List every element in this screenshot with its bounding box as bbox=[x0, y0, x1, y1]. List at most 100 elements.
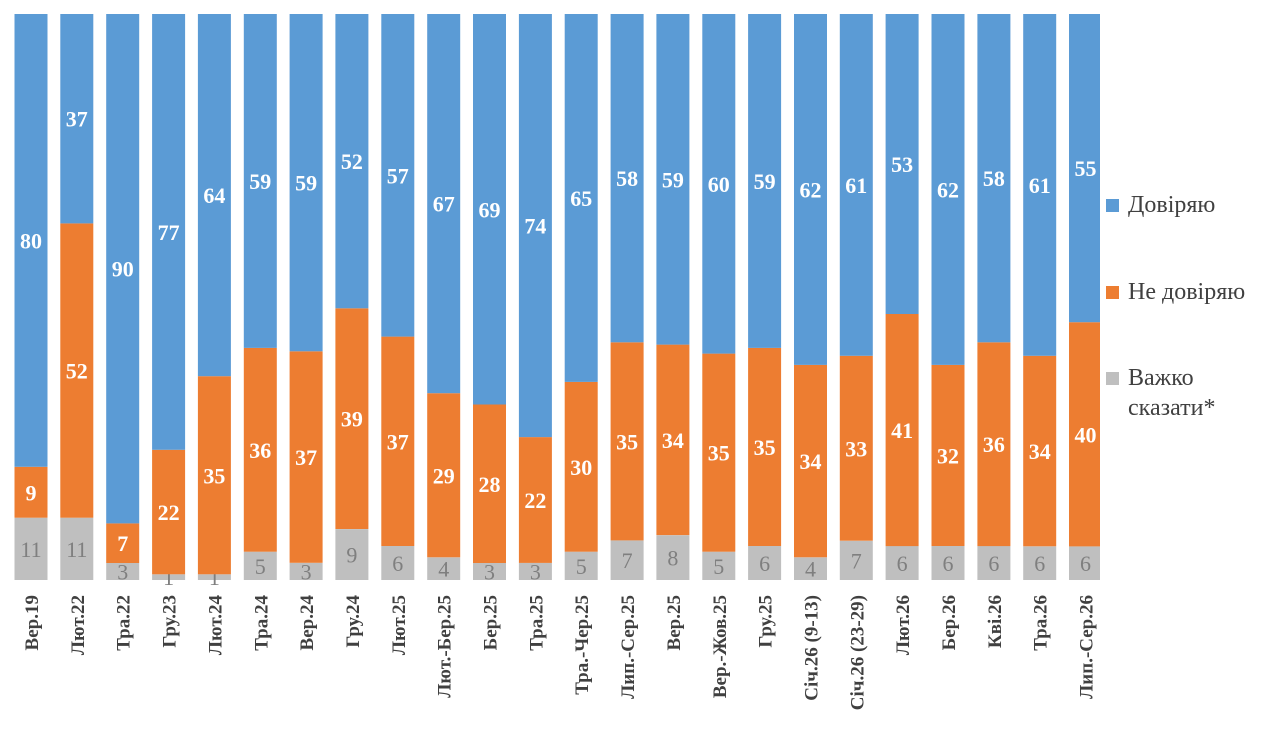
bar-segment-hard-to-say-17 bbox=[794, 557, 827, 580]
data-label-distrust-12: 30 bbox=[570, 455, 592, 480]
category-label-18: Січ.26 (23-29) bbox=[847, 595, 868, 710]
stacked-bar-chart: 11980Вер.19115237Лют.223790Тра.2212277Гр… bbox=[14, 14, 1100, 710]
bar-segment-hard-to-say-14 bbox=[656, 535, 690, 580]
bar-segment-distrust-0 bbox=[14, 466, 48, 518]
data-label-distrust-23: 40 bbox=[1075, 422, 1097, 447]
bar-segment-hard-to-say-2 bbox=[106, 563, 140, 580]
bar-segment-distrust-5 bbox=[243, 347, 277, 552]
bar-segment-distrust-15 bbox=[702, 353, 736, 552]
bar-segment-trust-1 bbox=[60, 14, 94, 224]
data-label-distrust-7: 39 bbox=[341, 407, 363, 432]
bar-segment-distrust-20 bbox=[931, 364, 965, 546]
data-label-trust-16: 59 bbox=[754, 169, 776, 194]
data-label-hard-to-say-6: 3 bbox=[301, 559, 312, 584]
legend-swatch-distrust bbox=[1106, 286, 1119, 299]
data-label-trust-20: 62 bbox=[937, 178, 959, 203]
bar-segment-hard-to-say-3 bbox=[152, 574, 186, 580]
bar-segment-distrust-4 bbox=[197, 376, 231, 575]
category-label-20: Бер.26 bbox=[939, 595, 960, 650]
bar-segment-trust-12 bbox=[564, 14, 598, 382]
bar-segment-distrust-21 bbox=[977, 342, 1011, 547]
data-label-hard-to-say-0: 11 bbox=[20, 537, 41, 562]
category-label-15: Вер.-Жов.25 bbox=[710, 595, 731, 698]
data-label-hard-to-say-14: 8 bbox=[667, 546, 678, 571]
legend-label-trust: Довіряю bbox=[1128, 192, 1216, 218]
bar-segment-distrust-6 bbox=[289, 351, 323, 563]
bar-segment-hard-to-say-11 bbox=[518, 562, 552, 580]
data-label-hard-to-say-5: 5 bbox=[255, 554, 266, 579]
bar-segment-trust-13 bbox=[610, 14, 644, 343]
legend-label-distrust: Не довіряю bbox=[1128, 279, 1246, 305]
bar-segment-hard-to-say-7 bbox=[335, 529, 369, 580]
data-label-trust-10: 69 bbox=[479, 197, 501, 222]
category-label-14: Вер.25 bbox=[664, 595, 685, 650]
data-label-trust-23: 55 bbox=[1075, 156, 1097, 181]
bar-segment-trust-11 bbox=[518, 14, 552, 438]
data-label-distrust-2: 7 bbox=[117, 531, 128, 556]
bar-segment-hard-to-say-0 bbox=[14, 517, 48, 580]
bar-segment-trust-17 bbox=[794, 14, 827, 365]
category-label-6: Вер.24 bbox=[297, 595, 318, 651]
bar-segment-hard-to-say-13 bbox=[610, 540, 644, 580]
bar-segment-hard-to-say-22 bbox=[1023, 546, 1057, 580]
data-label-hard-to-say-17: 4 bbox=[805, 557, 816, 582]
bar-segment-hard-to-say-19 bbox=[885, 546, 919, 580]
data-label-distrust-19: 41 bbox=[891, 418, 913, 443]
data-label-distrust-22: 34 bbox=[1029, 439, 1051, 464]
bar-segment-hard-to-say-20 bbox=[931, 546, 965, 580]
data-label-distrust-13: 35 bbox=[616, 429, 638, 454]
legend-swatch-trust bbox=[1106, 199, 1119, 212]
bar-segment-distrust-23 bbox=[1069, 322, 1100, 547]
data-label-trust-14: 59 bbox=[662, 167, 684, 192]
bar-segment-trust-3 bbox=[152, 14, 186, 450]
bar-segment-trust-10 bbox=[473, 14, 506, 405]
category-label-5: Тра.24 bbox=[251, 595, 272, 651]
bar-segment-hard-to-say-1 bbox=[60, 517, 94, 580]
bar-segment-hard-to-say-10 bbox=[473, 563, 506, 580]
data-label-hard-to-say-10: 3 bbox=[484, 560, 495, 585]
data-label-hard-to-say-4: 1 bbox=[209, 565, 220, 590]
data-label-trust-8: 57 bbox=[387, 163, 409, 188]
data-label-hard-to-say-12: 5 bbox=[576, 554, 587, 579]
bar-segment-distrust-3 bbox=[152, 449, 186, 575]
bar-segment-trust-14 bbox=[656, 14, 690, 345]
bar-segment-hard-to-say-4 bbox=[197, 574, 231, 580]
data-label-hard-to-say-16: 6 bbox=[759, 551, 770, 576]
data-label-distrust-21: 36 bbox=[983, 432, 1005, 457]
data-label-trust-17: 62 bbox=[800, 178, 822, 203]
data-label-hard-to-say-1: 11 bbox=[66, 537, 87, 562]
legend-label-hard-to-say-line2: сказати* bbox=[1128, 395, 1216, 421]
data-label-trust-11: 74 bbox=[524, 214, 546, 239]
bar-segment-trust-2 bbox=[106, 14, 140, 524]
bar-segment-hard-to-say-18 bbox=[839, 540, 873, 580]
category-label-4: Лют.24 bbox=[205, 595, 226, 656]
bar-segment-hard-to-say-12 bbox=[564, 551, 598, 580]
data-label-hard-to-say-7: 9 bbox=[346, 543, 357, 568]
bar-segment-hard-to-say-15 bbox=[702, 551, 736, 580]
bar-segment-hard-to-say-9 bbox=[427, 557, 461, 580]
data-label-distrust-3: 22 bbox=[158, 500, 180, 525]
bar-segment-trust-8 bbox=[381, 14, 415, 337]
data-label-trust-12: 65 bbox=[570, 186, 592, 211]
data-label-trust-13: 58 bbox=[616, 166, 638, 191]
bar-segment-trust-6 bbox=[289, 14, 323, 352]
data-label-trust-0: 80 bbox=[20, 228, 42, 253]
data-label-hard-to-say-20: 6 bbox=[943, 551, 954, 576]
data-label-distrust-9: 29 bbox=[433, 463, 455, 488]
category-label-21: Кві.26 bbox=[985, 595, 1006, 648]
category-label-17: Січ.26 (9-13) bbox=[801, 595, 822, 701]
category-label-10: Бер.25 bbox=[481, 595, 502, 650]
bar-segment-trust-7 bbox=[335, 14, 369, 309]
data-label-trust-21: 58 bbox=[983, 166, 1005, 191]
bar-segment-trust-16 bbox=[748, 14, 782, 348]
data-label-trust-6: 59 bbox=[295, 171, 317, 196]
data-label-trust-2: 90 bbox=[112, 257, 134, 282]
legend-label-hard-to-say: Важко сказати* bbox=[1128, 363, 1268, 423]
bar-segment-trust-20 bbox=[931, 14, 965, 365]
data-label-hard-to-say-21: 6 bbox=[988, 551, 999, 576]
data-label-trust-7: 52 bbox=[341, 149, 363, 174]
data-label-trust-18: 61 bbox=[845, 173, 867, 198]
category-label-11: Тра.25 bbox=[526, 595, 547, 651]
bar-segment-distrust-7 bbox=[335, 308, 369, 529]
bar-segment-hard-to-say-6 bbox=[289, 562, 323, 580]
